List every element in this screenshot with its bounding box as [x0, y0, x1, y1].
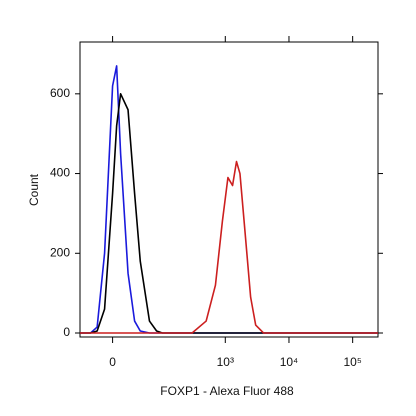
x-tick-label: 0 — [109, 355, 116, 369]
y-tick-label: 200 — [50, 245, 70, 259]
plot-frame — [79, 41, 379, 338]
x-axis-label: FOXP1 - Alexa Fluor 488 — [160, 384, 294, 398]
histogram-line — [80, 65, 378, 334]
histogram-line — [80, 160, 378, 334]
x-tick-label: 10⁴ — [280, 355, 299, 369]
y-tick-label: 0 — [63, 325, 70, 339]
y-tick-label: 400 — [50, 166, 70, 180]
y-tick-label: 600 — [50, 86, 70, 100]
y-axis-label: Count — [27, 173, 41, 206]
x-tick-label: 10³ — [217, 355, 234, 369]
x-tick-label: 10⁵ — [343, 355, 361, 369]
